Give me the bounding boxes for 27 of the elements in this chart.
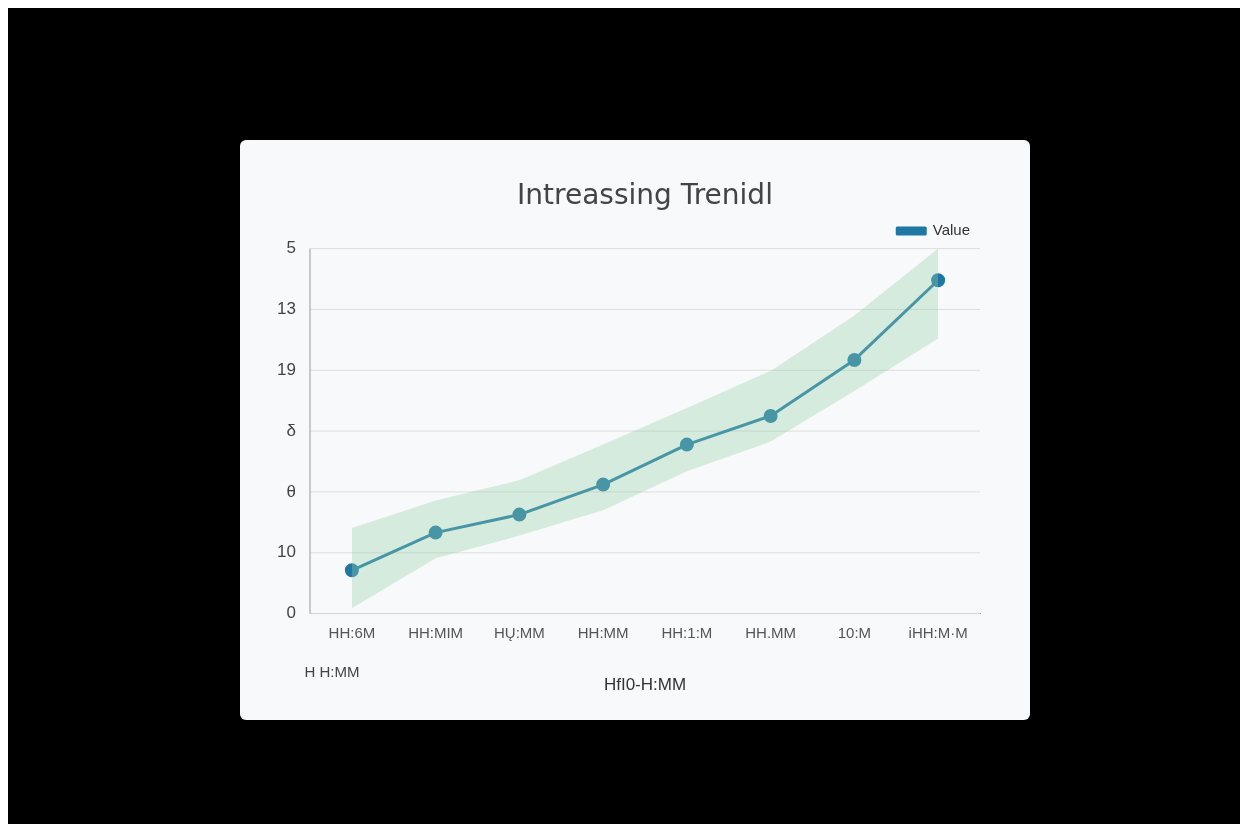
x-tick-label: iHH:M·M (908, 623, 968, 641)
x-tick-label: HH:MM (577, 623, 629, 641)
chart-title: Intreassing Trenidl (517, 178, 773, 212)
text: 19 (277, 359, 296, 379)
x-tick-label: HH:1:M (661, 623, 713, 641)
text: δ (286, 420, 296, 440)
text: 5 (286, 238, 296, 258)
x-tick-label: HH:6M (328, 623, 376, 641)
text: θ (286, 481, 296, 501)
text: H H:MM (304, 662, 360, 680)
text: 13 (277, 299, 296, 319)
point (679, 437, 694, 452)
text: 10 (277, 542, 296, 562)
x-tick-label: HŲ:MM (493, 623, 545, 641)
point (596, 477, 611, 492)
x-tick-label: 10:M (837, 623, 872, 641)
x-tick-label: HH:MIM (408, 623, 464, 641)
point (512, 507, 527, 522)
point (428, 525, 443, 540)
legend-label: Value (932, 221, 971, 239)
x-axis-title: HfI0-H:MM (603, 675, 687, 695)
text: 0 (286, 603, 296, 623)
x-tick-label: HH.MM (745, 623, 797, 641)
point (763, 408, 778, 423)
point (931, 273, 946, 288)
point (344, 563, 359, 578)
point (847, 352, 862, 367)
